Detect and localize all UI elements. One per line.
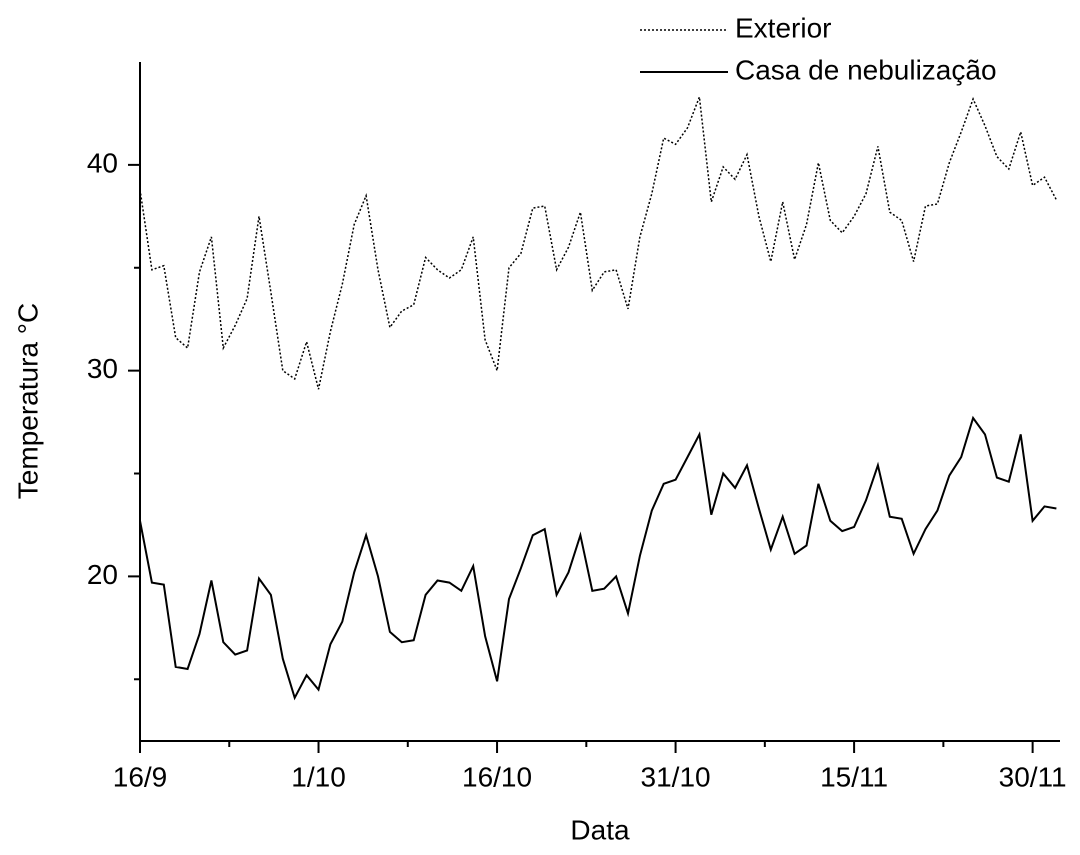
legend-label: Exterior xyxy=(735,12,831,43)
x-tick-label: 31/10 xyxy=(641,761,711,792)
y-tick-label: 20 xyxy=(87,559,118,590)
legend-label: Casa de nebulização xyxy=(735,54,997,85)
x-tick-label: 30/11 xyxy=(999,761,1067,792)
data-line xyxy=(139,96,1058,390)
y-tick-label: 30 xyxy=(87,353,118,384)
data-line xyxy=(139,415,1057,701)
x-axis-label: Data xyxy=(570,814,630,845)
x-tick-label: 16/9 xyxy=(113,761,168,792)
x-tick-label: 16/10 xyxy=(462,761,532,792)
x-tick-label: 1/10 xyxy=(291,761,346,792)
x-tick-label: 15/11 xyxy=(820,761,888,792)
y-axis-label: Temperatura °C xyxy=(12,303,43,499)
y-tick-label: 40 xyxy=(87,147,118,178)
